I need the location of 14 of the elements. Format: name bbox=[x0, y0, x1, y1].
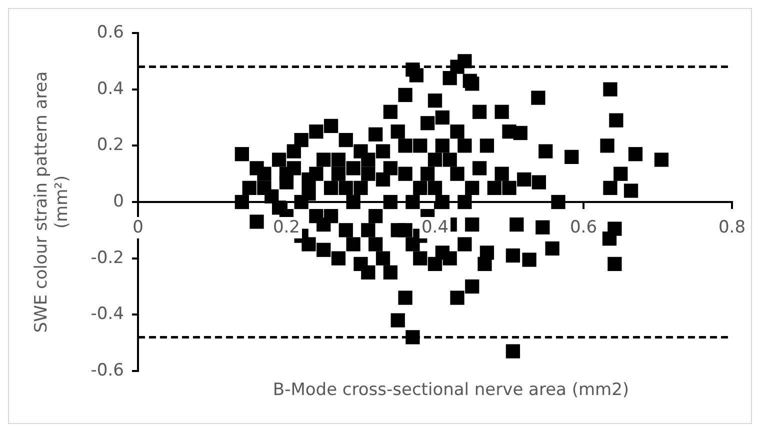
x-axis-title: B-Mode cross-sectional nerve area (mm2) bbox=[272, 380, 630, 400]
y-axis-title: SWE colour strain pattern area (mm²) bbox=[32, 71, 72, 333]
x-tick-label: 0.8 bbox=[718, 218, 746, 238]
y-tick-label: 0 bbox=[113, 191, 124, 212]
x-tick-label: 0.2 bbox=[272, 218, 300, 238]
y-tick-label: 0.4 bbox=[96, 78, 124, 99]
x-tick-label: 0 bbox=[132, 218, 144, 238]
y-tick-label: 0.2 bbox=[96, 135, 124, 156]
y-tick-label: -0.2 bbox=[90, 248, 124, 268]
y-tick-label: -0.4 bbox=[90, 304, 124, 324]
x-tick-label: 0.4 bbox=[421, 218, 449, 238]
x-tick-label: 0.6 bbox=[570, 218, 598, 238]
y-tick-label: 0.6 bbox=[96, 22, 124, 42]
y-tick-label: -0.6 bbox=[90, 360, 124, 380]
